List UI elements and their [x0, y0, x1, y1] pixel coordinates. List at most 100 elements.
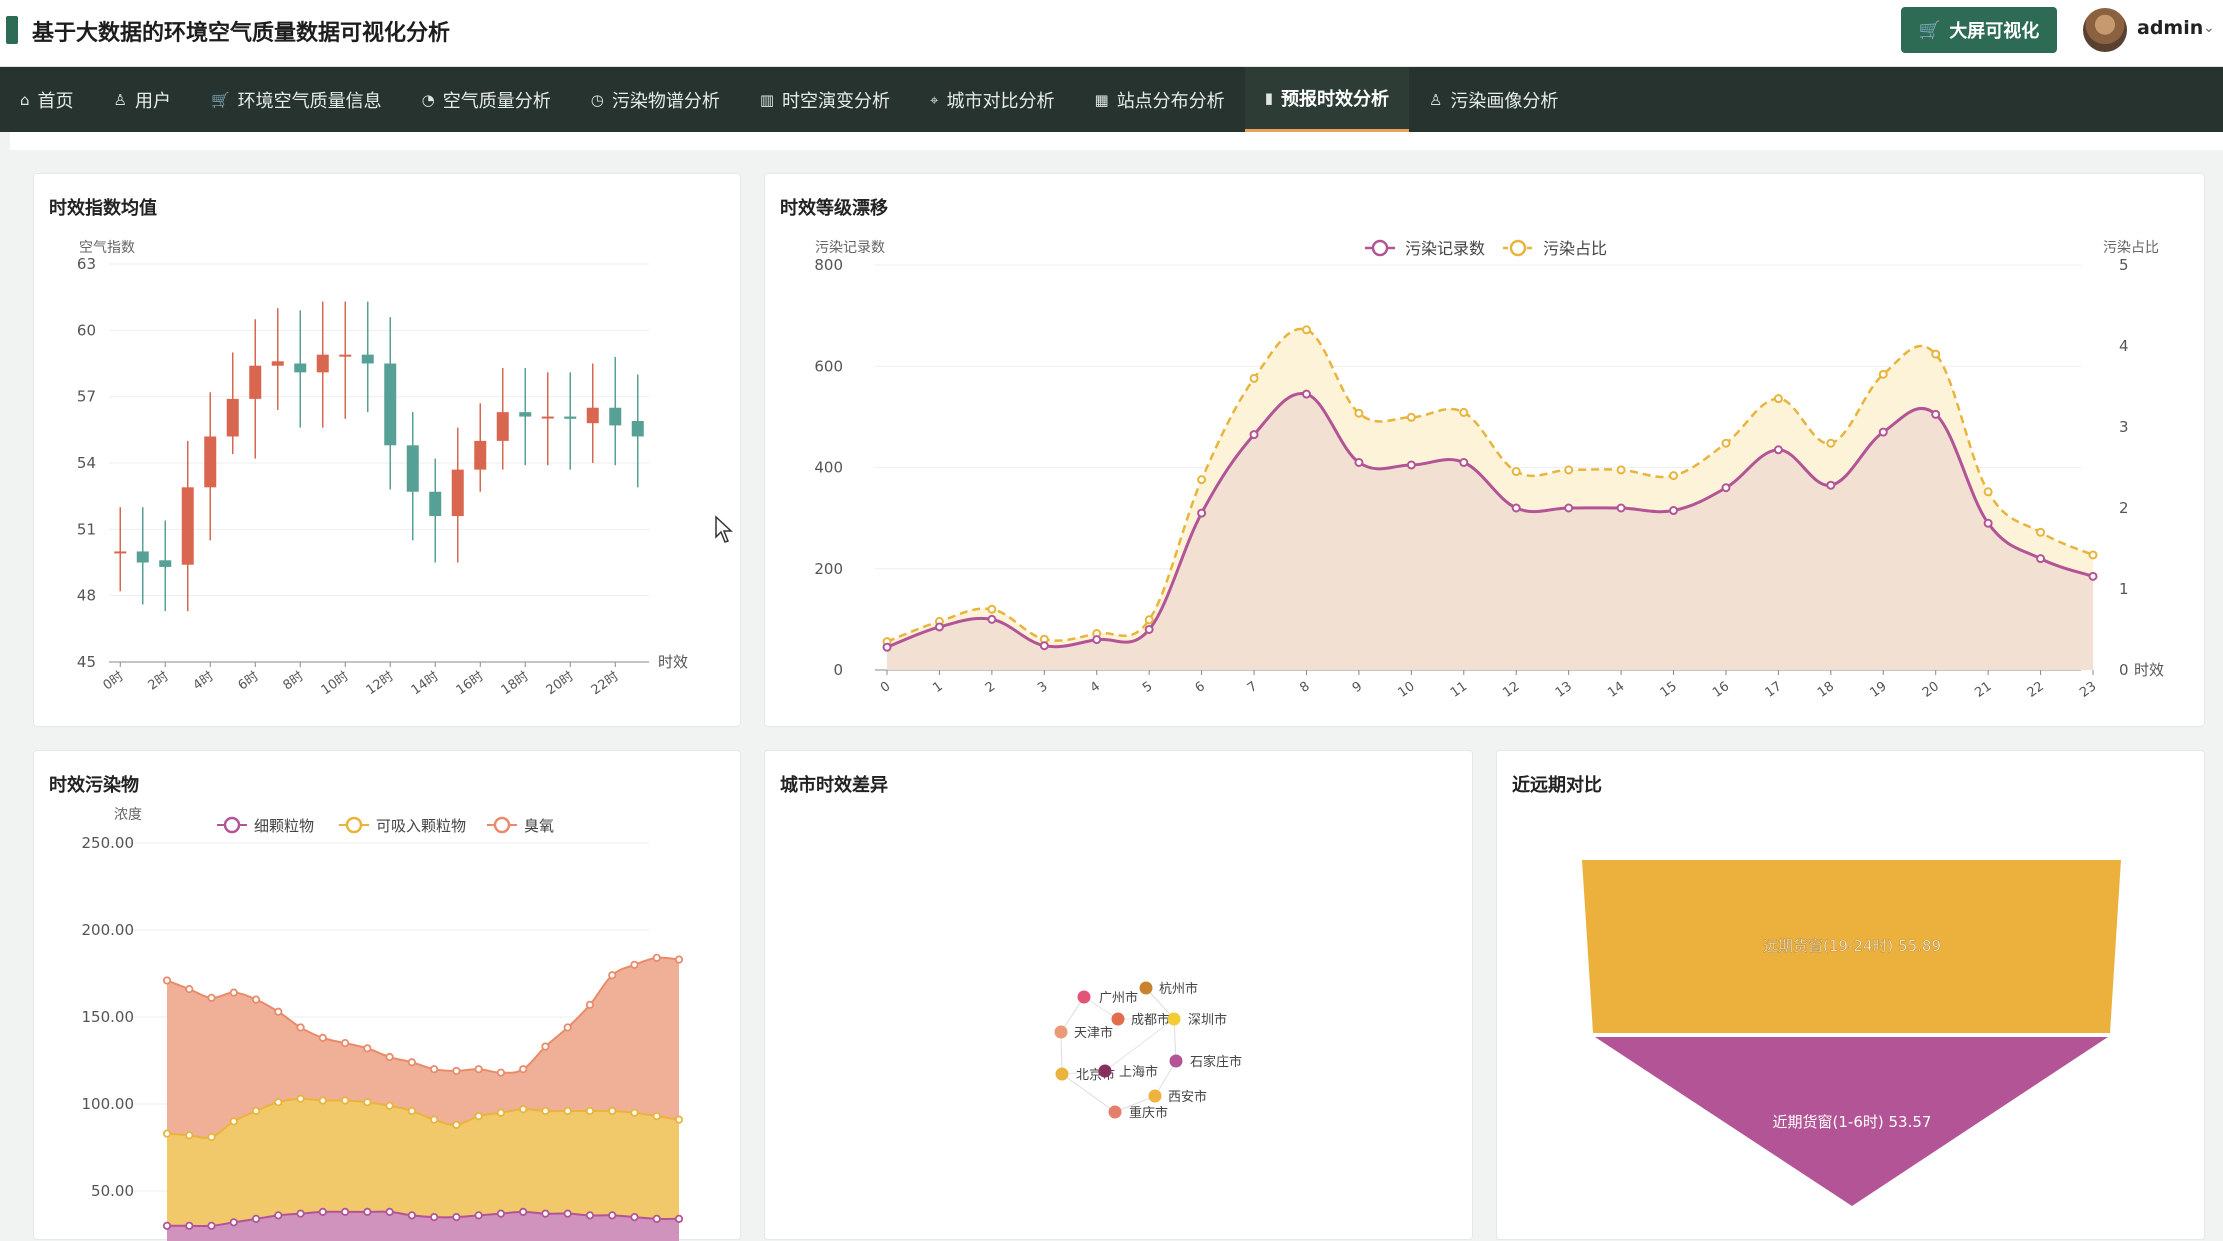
x-tick-label: 13 — [1553, 679, 1575, 701]
point-0 — [318, 1207, 327, 1216]
ratio-point — [1144, 615, 1154, 625]
x-tick-label: 5 — [1140, 679, 1155, 696]
city-node — [1054, 1025, 1068, 1039]
x-tick-label: 14时 — [409, 669, 442, 698]
point-1 — [162, 1129, 172, 1138]
candle-body — [496, 412, 509, 441]
records-point — [1564, 503, 1574, 513]
point-1 — [363, 1098, 372, 1107]
candle-body — [114, 551, 127, 554]
records-point — [1878, 427, 1888, 437]
point-2 — [162, 976, 172, 985]
legend-label: 细颗粒物 — [254, 817, 314, 835]
city-node — [1169, 1054, 1183, 1068]
y-tick-label: 54 — [77, 454, 96, 472]
chevron-down-icon[interactable]: ⌄ — [2203, 20, 2215, 36]
point-0 — [363, 1207, 372, 1216]
point-1 — [185, 1131, 194, 1140]
point-0 — [541, 1209, 550, 1218]
user-name[interactable]: admin — [2137, 17, 2204, 39]
app-title: 基于大数据的环境空气质量数据可视化分析 — [32, 21, 451, 46]
legend-marker — [223, 816, 241, 834]
x-tick-label: 18 — [1815, 679, 1837, 701]
home-icon: ⌂ — [20, 90, 30, 109]
nav-item-0[interactable]: ⌂ 首页 — [0, 67, 94, 132]
nav-item-1[interactable]: ♙ 用户 — [94, 67, 191, 132]
point-1 — [563, 1106, 572, 1116]
nav-item-8[interactable]: ▮ 预报时效分析 — [1244, 67, 1409, 132]
logo-mark — [6, 16, 18, 44]
candle-body — [631, 420, 644, 437]
point-2 — [652, 953, 661, 962]
point-1 — [585, 1106, 595, 1116]
point-2 — [185, 985, 194, 994]
point-1 — [452, 1120, 461, 1129]
point-0 — [340, 1207, 350, 1216]
y-tick-label: 400 — [814, 459, 843, 477]
ratio-point — [1773, 394, 1783, 404]
nav-item-6[interactable]: ⌖ 城市对比分析 — [910, 67, 1074, 132]
ratio-point — [2036, 527, 2046, 537]
legend-marker — [1371, 239, 1389, 257]
cart-icon: 🛒 — [1918, 19, 1942, 41]
x-tick-label: 16 — [1710, 679, 1732, 701]
nav-item-5[interactable]: ▥ 时空演变分析 — [740, 67, 910, 132]
city-node — [1148, 1089, 1162, 1103]
nav-item-4[interactable]: ◷ 污染物谱分析 — [571, 67, 740, 132]
x-tick-label: 7 — [1245, 679, 1260, 696]
card-timeliness-index: 时效指数均值 空气指数 45 48 51 54 57 60 63 时效 0时 2时 4时 6时 8时 10时… — [33, 173, 741, 727]
x-tick-label: 10时 — [319, 669, 352, 698]
nav-item-label: 污染画像分析 — [1450, 90, 1559, 112]
point-1 — [340, 1096, 350, 1105]
records-point — [1931, 409, 1941, 419]
x-tick-label: 6 — [1193, 679, 1208, 696]
records-point — [1721, 483, 1731, 493]
records-point — [1983, 518, 1993, 528]
ratio-point — [1564, 465, 1574, 475]
candle-body — [271, 361, 284, 366]
ratio-point — [1249, 373, 1259, 383]
point-1 — [496, 1108, 506, 1117]
card-title: 时效指数均值 — [49, 198, 157, 219]
nav-item-2[interactable]: 🛒 环境空气质量信息 — [191, 67, 402, 132]
big-screen-label: 大屏可视化 — [1949, 21, 2040, 42]
main-nav: ⌂ 首页 ♙ 用户 🛒 环境空气质量信息 ◔ 空气质量分析 ◷ 污染物谱分析 ▥ 时空演变分析 ⌖ 城市对… — [0, 67, 2223, 132]
point-0 — [496, 1209, 506, 1218]
nav-item-7[interactable]: ▦ 站点分布分析 — [1075, 67, 1245, 132]
city-label: 广州市 — [1099, 990, 1138, 1006]
top-header: 基于大数据的环境空气质量数据可视化分析 🛒 大屏可视化 admin ⌄ — [0, 0, 2223, 67]
big-screen-button[interactable]: 🛒 大屏可视化 — [1901, 7, 2057, 53]
mouse-cursor-icon — [715, 515, 733, 543]
city-label: 上海市 — [1119, 1064, 1158, 1080]
city-node — [1139, 981, 1153, 995]
city-label: 西安市 — [1168, 1089, 1207, 1105]
ratio-point — [1826, 438, 1836, 448]
x-tick-label: 0时 — [101, 669, 127, 693]
x-tick-label: 11 — [1448, 679, 1470, 701]
ratio-point — [1459, 407, 1469, 417]
point-1 — [318, 1096, 327, 1105]
card-city-diff: 城市时效差异 广州市 杭州市 成都市 深圳市 天津市 石家庄市 北京市 上海市 西安市 重庆市 — [764, 750, 1473, 1240]
legend-label: 污染记录数 — [1405, 239, 1485, 258]
point-1 — [474, 1112, 483, 1121]
funnel-far-label: 远期货窗(19-24时) 55.89 — [1763, 937, 1941, 955]
records-point — [1669, 506, 1679, 516]
candle-body — [204, 436, 217, 488]
records-point — [1406, 460, 1416, 470]
funnel-near — [1595, 1037, 2108, 1206]
point-1 — [385, 1101, 394, 1110]
pie-icon: ◔ — [421, 90, 435, 109]
nav-item-label: 污染物谱分析 — [611, 90, 720, 112]
card-title: 城市时效差异 — [780, 775, 888, 796]
y-axis-label: 浓度 — [114, 807, 142, 823]
avatar[interactable] — [2083, 8, 2127, 52]
y2-tick-label: 0 — [2119, 661, 2129, 679]
x-tick-label: 10 — [1395, 679, 1417, 701]
ratio-point — [1511, 467, 1521, 477]
ratio-point — [1406, 412, 1416, 422]
y-tick-label: 45 — [77, 653, 96, 671]
nav-item-3[interactable]: ◔ 空气质量分析 — [402, 67, 571, 132]
nav-item-9[interactable]: ♙ 污染画像分析 — [1409, 67, 1578, 132]
records-point — [1459, 457, 1469, 467]
user-icon: ♙ — [113, 90, 127, 109]
